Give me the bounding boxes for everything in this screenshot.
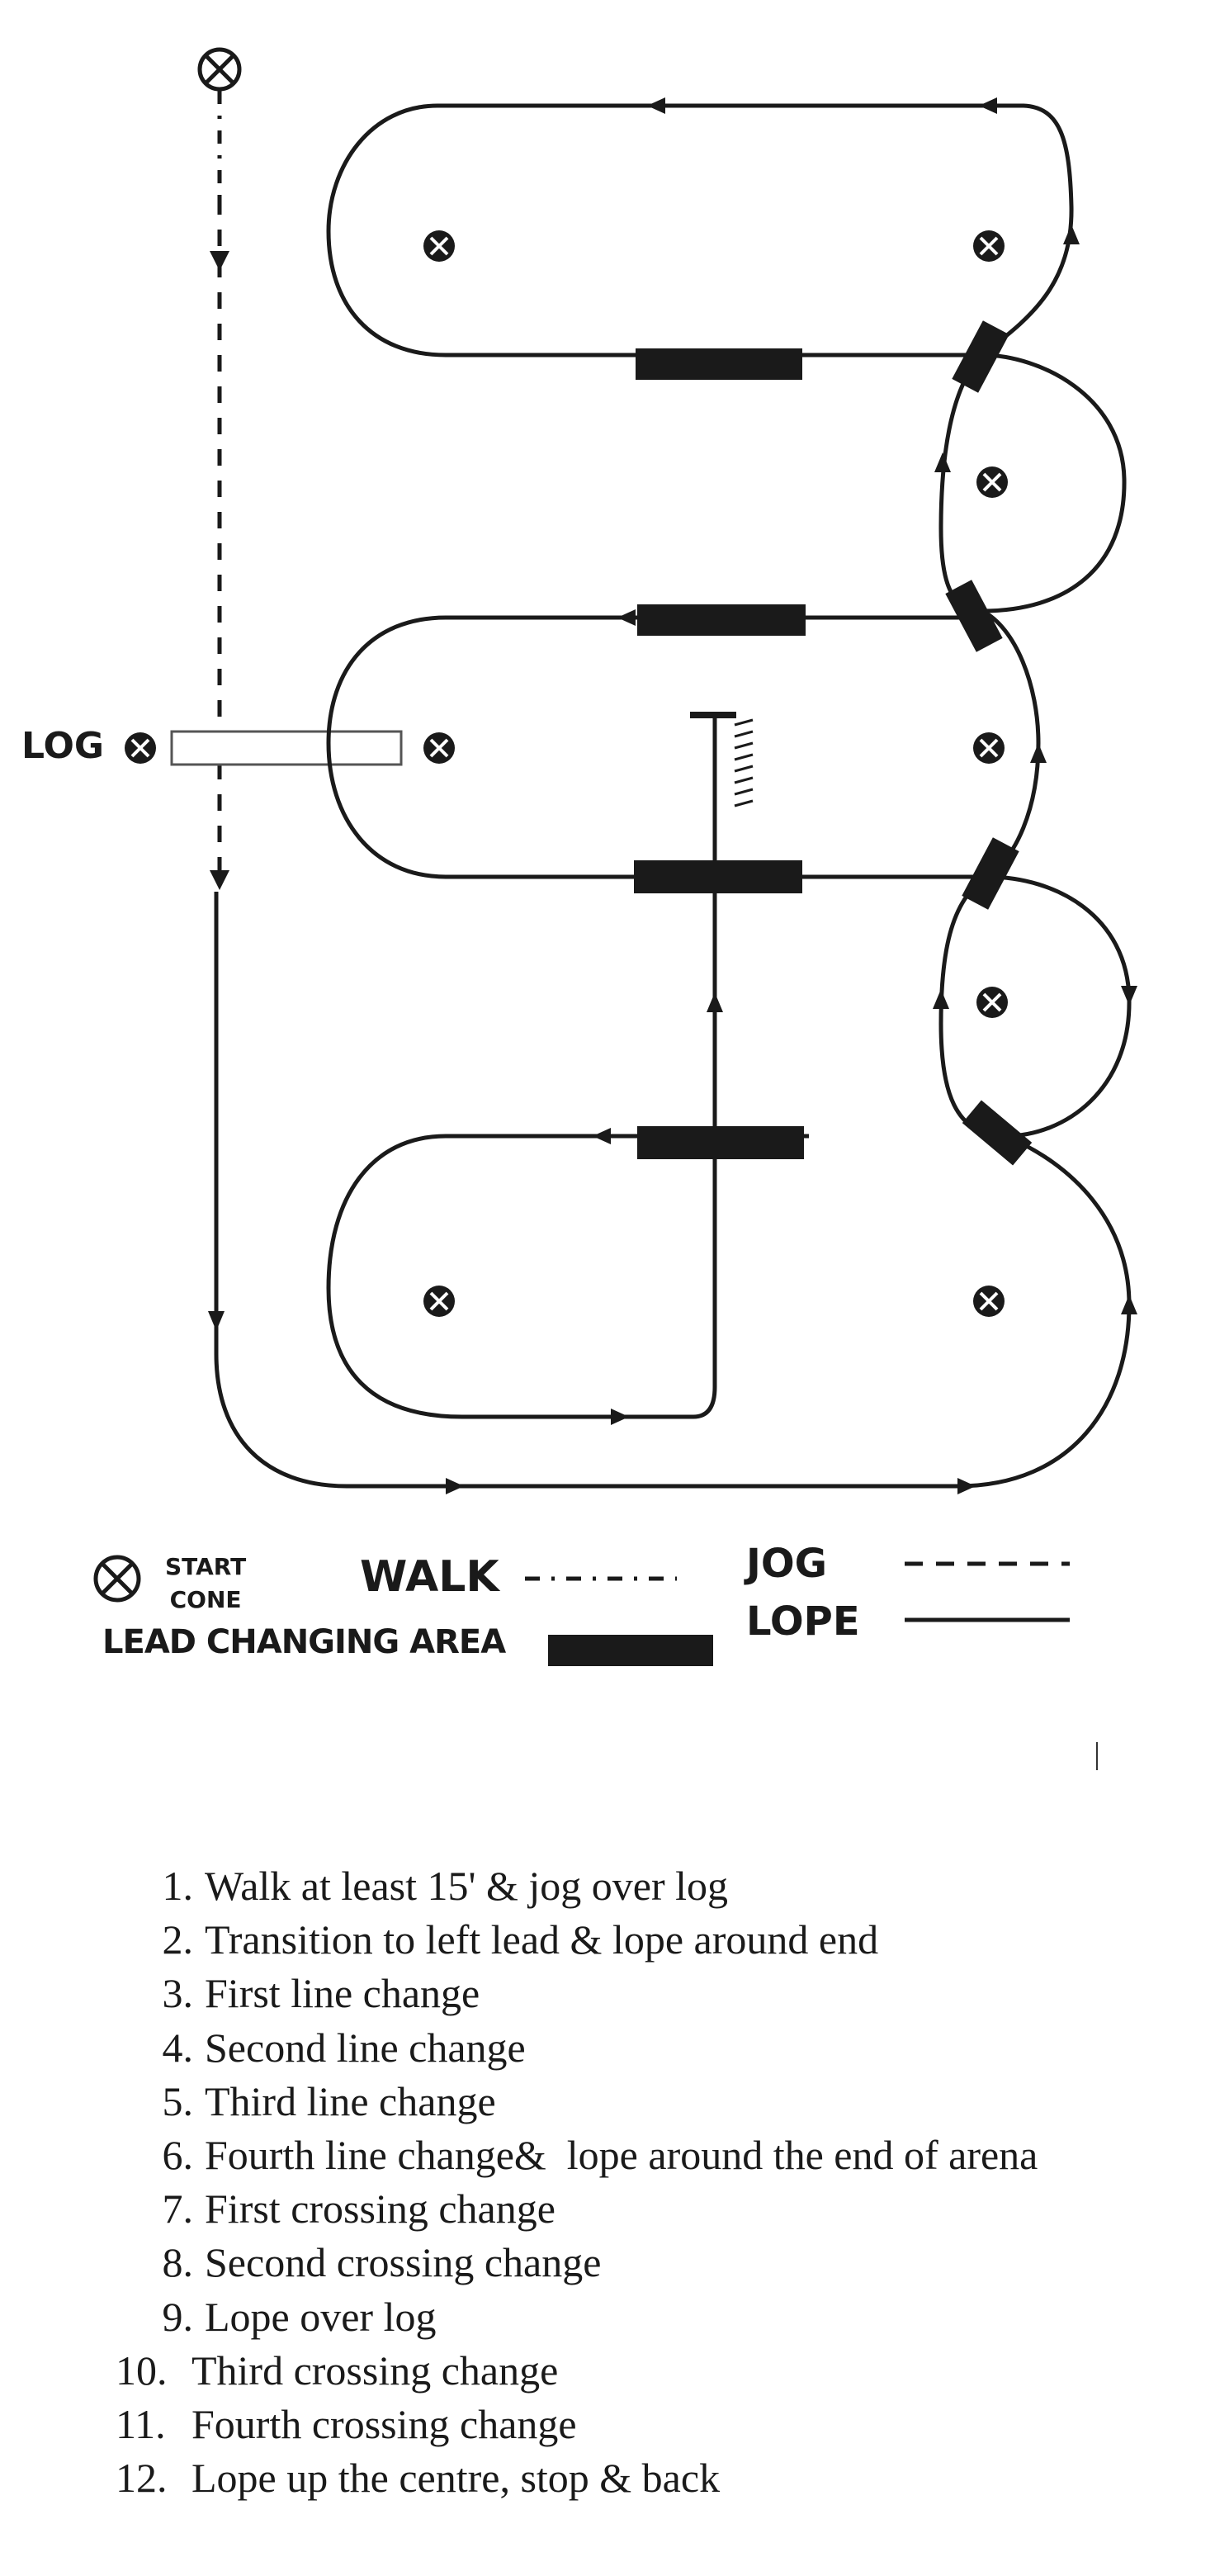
cone-icon	[975, 985, 1009, 1020]
legend-start-cone-icon	[93, 1555, 141, 1603]
legend-walk-label: WALK	[360, 1552, 499, 1602]
step-text: Lope up the centre, stop & back	[191, 2455, 721, 2502]
list-item: 7. First crossing change	[116, 2182, 1038, 2236]
legend-lead-changing-label: LEAD CHANGING AREA	[102, 1623, 506, 1661]
log-rail	[170, 730, 403, 766]
list-item: 1. Walk at least 15' & jog over log	[116, 1859, 1038, 1913]
list-item: 4. Second line change	[116, 2021, 1038, 2075]
step-text: Second crossing change	[205, 2239, 602, 2286]
legend-jog-label: JOG	[746, 1541, 828, 1587]
step-number: 7.	[162, 2185, 194, 2233]
lope-path	[214, 103, 1132, 1489]
step-text: Second line change	[205, 2024, 526, 2071]
text-cursor-mark	[1096, 1742, 1098, 1770]
step-text: Walk at least 15' & jog over log	[205, 1863, 729, 1909]
step-number: 6.	[162, 2131, 194, 2178]
step-number: 1.	[162, 1863, 194, 1909]
cone-icon	[972, 229, 1006, 263]
list-item: 6. Fourth line change& lope around the en…	[116, 2129, 1038, 2182]
line-change-areas	[634, 348, 806, 1159]
cone-icon	[972, 1284, 1006, 1319]
step-number: 4.	[162, 2024, 194, 2071]
crossing-change-areas	[945, 320, 1033, 1166]
list-item: 8. Second crossing change	[116, 2236, 1038, 2290]
log-cone-icon	[123, 731, 158, 765]
step-number: 8.	[162, 2239, 194, 2286]
legend-start-line1: START	[165, 1553, 247, 1580]
step-text: Third line change	[205, 2077, 496, 2124]
list-item: 9. Lope over log	[116, 2290, 1038, 2344]
step-number: 5.	[162, 2077, 194, 2124]
log-label: LOG	[21, 725, 104, 767]
step-text: Fourth line change& lope around the end …	[205, 2131, 1038, 2178]
step-number: 10.	[116, 2346, 168, 2394]
legend-start-cone-label: START CONE	[165, 1551, 246, 1617]
step-number: 3.	[162, 1970, 194, 2017]
pattern-diagram	[93, 47, 1137, 1666]
legend-start-line2: CONE	[169, 1586, 242, 1613]
list-item: 12. Lope up the centre, stop & back	[116, 2451, 1038, 2505]
step-number: 9.	[162, 2293, 194, 2340]
list-item: 3. First line change	[116, 1967, 1038, 2020]
step-text: First crossing change	[205, 2185, 555, 2233]
step-text: Fourth crossing change	[191, 2400, 577, 2447]
step-number: 12.	[116, 2455, 168, 2502]
legend-lope-label: LOPE	[746, 1598, 860, 1645]
list-item: 10. Third crossing change	[116, 2344, 1038, 2398]
legend-lead-area-swatch	[548, 1635, 713, 1666]
cone-icon	[422, 229, 456, 263]
step-text: Third crossing change	[191, 2346, 559, 2394]
step-text: First line change	[205, 1970, 480, 2017]
step-text: Transition to left lead & lope around en…	[205, 1916, 879, 1963]
cone-icon	[422, 1284, 456, 1319]
pattern-steps-list: 1. Walk at least 15' & jog over log 2. Tra…	[116, 1859, 1038, 2505]
list-item: 11. Fourth crossing change	[116, 2398, 1038, 2451]
start-cone-icon	[197, 47, 242, 92]
cone-icon	[422, 731, 456, 765]
step-number: 11.	[116, 2400, 166, 2447]
step-text: Lope over log	[205, 2293, 437, 2340]
list-item: 5. Third line change	[116, 2075, 1038, 2129]
list-item: 2. Transition to left lead & lope around …	[116, 1913, 1038, 1967]
step-number: 2.	[162, 1916, 194, 1963]
stop-marker	[690, 712, 754, 807]
cone-icon	[972, 731, 1006, 765]
cone-icon	[975, 465, 1009, 500]
